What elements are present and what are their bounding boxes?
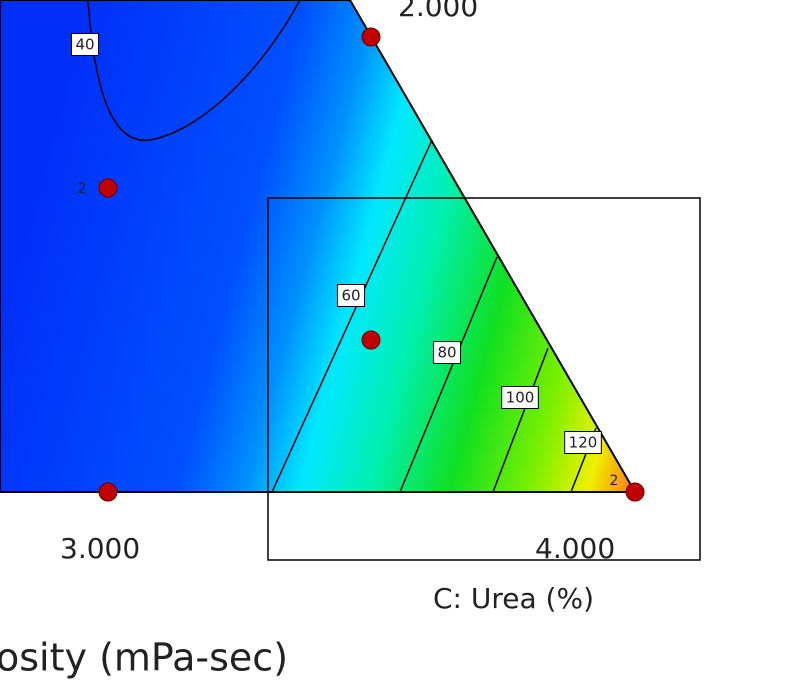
replicate-label: 2 [78,181,87,197]
contour-label-box [501,386,539,409]
design-point [361,27,381,47]
design-point [625,482,645,502]
tick-label: 4.000 [535,532,615,565]
design-point [98,482,118,502]
contour-line [492,347,549,493]
contour-line [271,139,433,493]
chart-title: osity (mPa-sec) [0,636,288,680]
contour-label-box [336,284,366,307]
contour-line [87,0,301,142]
contour-label-box [432,341,462,364]
contour-line [399,256,498,493]
replicate-label: 2 [610,473,619,489]
design-point [98,178,118,198]
contour-label: 120 [569,434,598,452]
contour-label-box [70,33,100,56]
contour-label: 100 [506,389,535,407]
design-points [98,27,645,502]
contour-label: 60 [341,287,360,305]
contour-label-box [564,431,602,454]
contour-label: 80 [437,344,456,362]
zoom-box [267,197,701,561]
axis-label: C: Urea (%) [433,582,594,615]
tick-label: 3.000 [60,532,140,565]
tick-label: 2.000 [398,0,478,23]
contour-label: 40 [75,36,94,54]
design-point [361,330,381,350]
contours: 40 60 80 100 120 [70,0,602,493]
